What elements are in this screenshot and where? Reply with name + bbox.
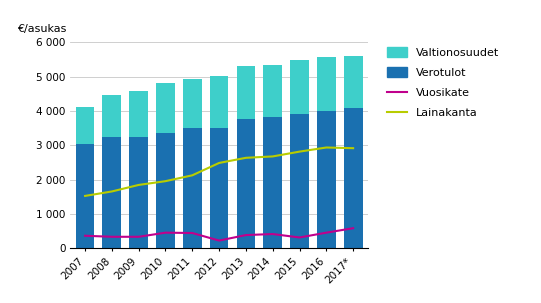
Bar bbox=[129, 91, 148, 137]
Bar bbox=[156, 83, 175, 133]
Bar bbox=[210, 76, 228, 128]
Bar bbox=[102, 137, 121, 248]
Bar bbox=[344, 108, 362, 248]
Bar bbox=[344, 56, 362, 108]
Bar bbox=[210, 128, 228, 248]
Bar bbox=[317, 57, 336, 111]
Bar bbox=[156, 133, 175, 248]
Bar bbox=[317, 111, 336, 248]
Bar bbox=[236, 119, 255, 248]
Bar bbox=[183, 79, 202, 128]
Text: €/asukas: €/asukas bbox=[17, 24, 66, 34]
Bar bbox=[290, 60, 309, 114]
Bar bbox=[76, 107, 95, 144]
Bar bbox=[290, 114, 309, 248]
Bar bbox=[76, 144, 95, 248]
Bar bbox=[236, 66, 255, 119]
Legend: Valtionosuudet, Verotulot, Vuosikate, Lainakanta: Valtionosuudet, Verotulot, Vuosikate, La… bbox=[383, 42, 504, 123]
Bar bbox=[102, 95, 121, 137]
Bar bbox=[183, 128, 202, 248]
Bar bbox=[129, 137, 148, 248]
Bar bbox=[263, 65, 282, 117]
Bar bbox=[263, 117, 282, 248]
